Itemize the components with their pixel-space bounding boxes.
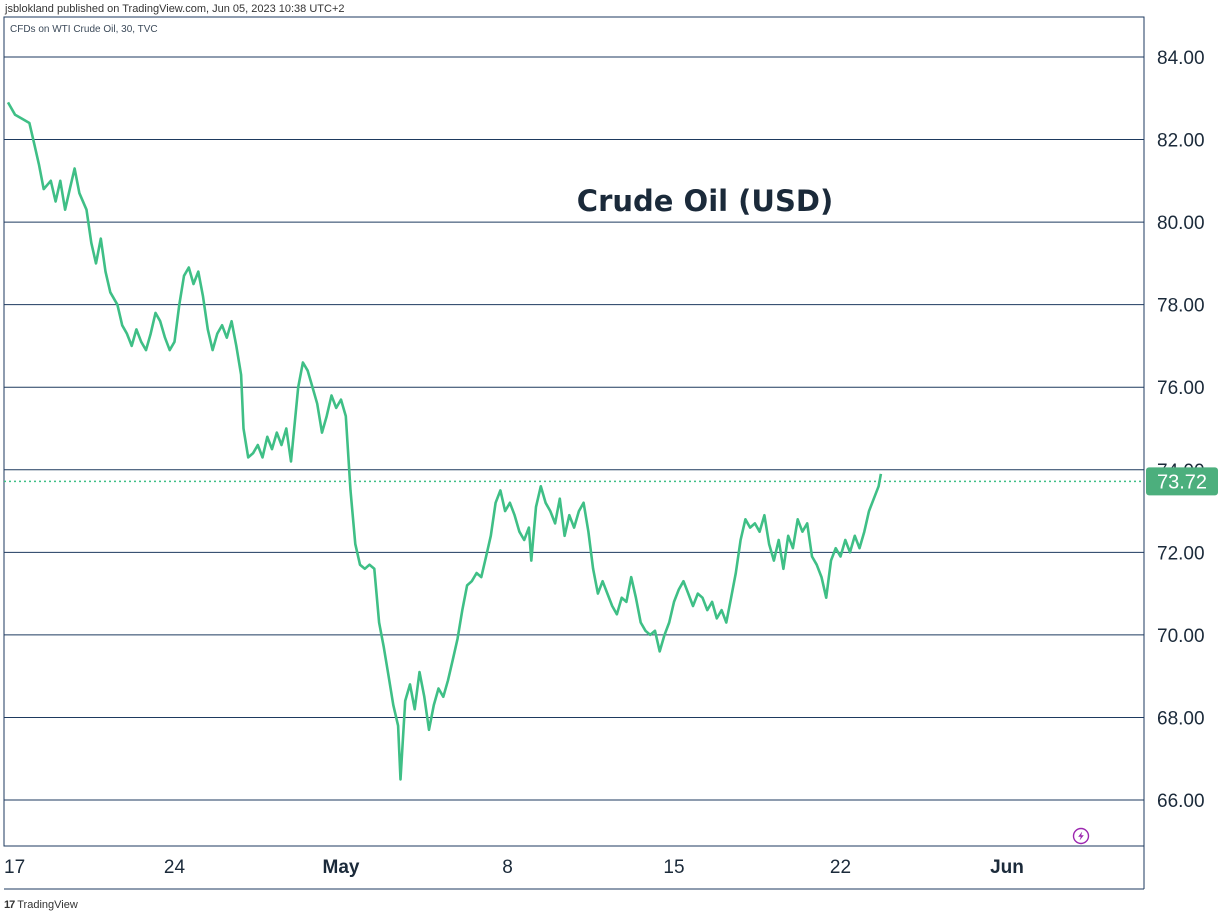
x-tick-label: Jun xyxy=(990,857,1024,878)
y-tick-label: 84.00 xyxy=(1157,48,1205,69)
x-tick-label: 22 xyxy=(830,857,851,878)
plot-frame xyxy=(3,16,1145,847)
publisher-info: jsblokland published on TradingView.com,… xyxy=(5,3,345,15)
y-tick-label: 80.00 xyxy=(1157,213,1205,234)
x-axis: 17 24 May 8 15 22 Jun xyxy=(4,857,1024,878)
x-tick-label: 17 xyxy=(4,857,25,878)
x-tick-label: May xyxy=(323,857,360,878)
y-tick-label: 76.00 xyxy=(1157,378,1205,399)
last-price-badge-bg xyxy=(1146,467,1218,496)
y-tick-label: 78.00 xyxy=(1157,296,1205,317)
chart-subtitle: CFDs on WTI Crude Oil, 30, TVC xyxy=(10,24,158,35)
x-tick-label: 15 xyxy=(663,857,684,878)
tradingview-brand: 17 TradingView xyxy=(4,899,78,911)
lightning-bolt-icon[interactable] xyxy=(1072,827,1090,845)
x-tick-label: 8 xyxy=(502,857,513,878)
chart-title: Crude Oil (USD) xyxy=(577,184,833,218)
last-price-badge: 73.72 xyxy=(1146,467,1218,496)
y-tick-label: 66.00 xyxy=(1157,791,1205,812)
y-tick-label: 82.00 xyxy=(1157,131,1205,152)
tradingview-logo-icon: 17 xyxy=(4,899,15,911)
y-tick-label: 72.00 xyxy=(1157,543,1205,564)
y-tick-label: 68.00 xyxy=(1157,708,1205,729)
y-axis: 66.0068.0070.0072.0074.0076.0078.0080.00… xyxy=(1157,48,1205,812)
x-tick-label: 24 xyxy=(164,857,186,878)
price-series-line xyxy=(6,101,883,781)
brand-name: TradingView xyxy=(17,899,78,911)
horizontal-gridlines xyxy=(4,56,1144,801)
y-tick-label: 70.00 xyxy=(1157,626,1205,647)
last-price-label: 73.72 xyxy=(1157,471,1207,493)
